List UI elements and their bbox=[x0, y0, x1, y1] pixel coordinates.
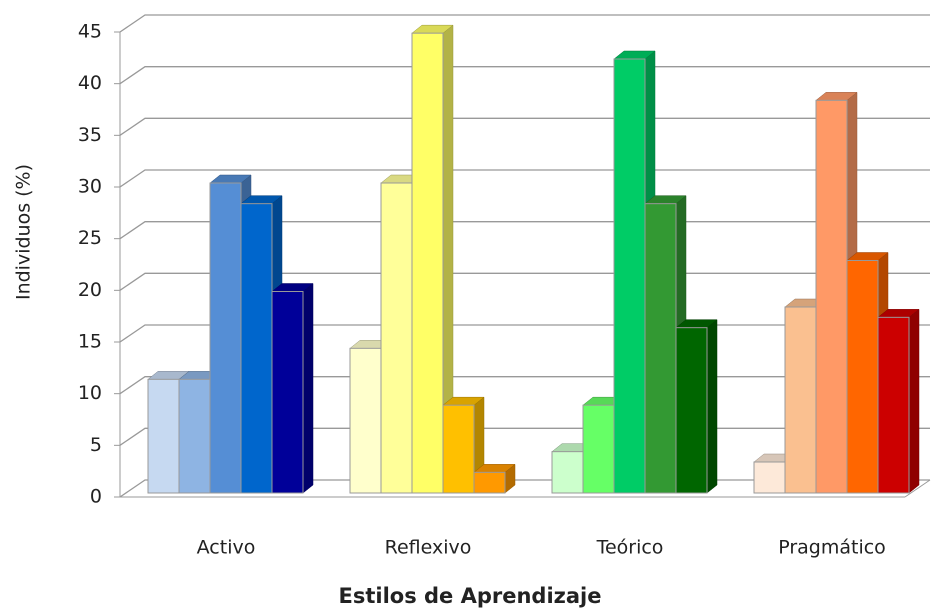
bar bbox=[473, 463, 516, 494]
y-tick-label: 25 bbox=[78, 227, 102, 249]
bar-side bbox=[706, 319, 718, 494]
bar-front bbox=[473, 471, 506, 494]
bar-front bbox=[613, 58, 646, 494]
x-tick-label: Activo bbox=[197, 537, 256, 559]
bar-front bbox=[644, 203, 677, 494]
bar bbox=[644, 195, 687, 494]
bar bbox=[877, 308, 920, 494]
bar-front bbox=[209, 182, 242, 494]
y-tick-label: 5 bbox=[90, 434, 102, 456]
bar-front bbox=[411, 32, 444, 494]
y-axis-label: Individuos (%) bbox=[13, 164, 35, 300]
bar-front bbox=[877, 316, 910, 494]
y-tick-label: 0 bbox=[90, 486, 102, 508]
grid-line bbox=[119, 66, 930, 85]
bar-front bbox=[551, 451, 584, 494]
bar-side bbox=[302, 282, 314, 494]
bar bbox=[411, 24, 454, 494]
bar bbox=[675, 319, 718, 494]
bar-front bbox=[349, 347, 382, 494]
bar-front bbox=[240, 203, 273, 494]
bar-front bbox=[442, 404, 475, 494]
grid-line bbox=[119, 169, 930, 188]
y-tick-label: 30 bbox=[78, 176, 102, 198]
floor-edge bbox=[904, 479, 931, 498]
bar-front bbox=[846, 260, 879, 494]
y-tick-label: 15 bbox=[78, 331, 102, 353]
y-tick-label: 35 bbox=[78, 124, 102, 146]
bar-front bbox=[178, 378, 211, 494]
x-axis-label: Estilos de Aprendizaje bbox=[338, 584, 601, 608]
bar-front bbox=[380, 182, 413, 494]
x-tick-label: Reflexivo bbox=[385, 537, 472, 559]
bar-front bbox=[582, 404, 615, 494]
y-tick-label: 10 bbox=[78, 382, 102, 404]
grid-line bbox=[119, 14, 930, 33]
y-tick-label: 40 bbox=[78, 72, 102, 94]
bar bbox=[271, 282, 314, 494]
x-tick-label: Pragmático bbox=[778, 537, 886, 559]
bar-front bbox=[271, 291, 304, 494]
bar-front bbox=[753, 461, 786, 494]
bar-front bbox=[815, 99, 848, 494]
bar-side bbox=[908, 308, 920, 494]
y-tick-label: 45 bbox=[78, 21, 102, 43]
x-tick-label: Teórico bbox=[596, 537, 664, 559]
bar-front bbox=[784, 306, 817, 494]
bar-front bbox=[675, 327, 708, 494]
grid-line bbox=[119, 117, 930, 136]
bar-front bbox=[147, 378, 180, 494]
y-tick-label: 20 bbox=[78, 279, 102, 301]
